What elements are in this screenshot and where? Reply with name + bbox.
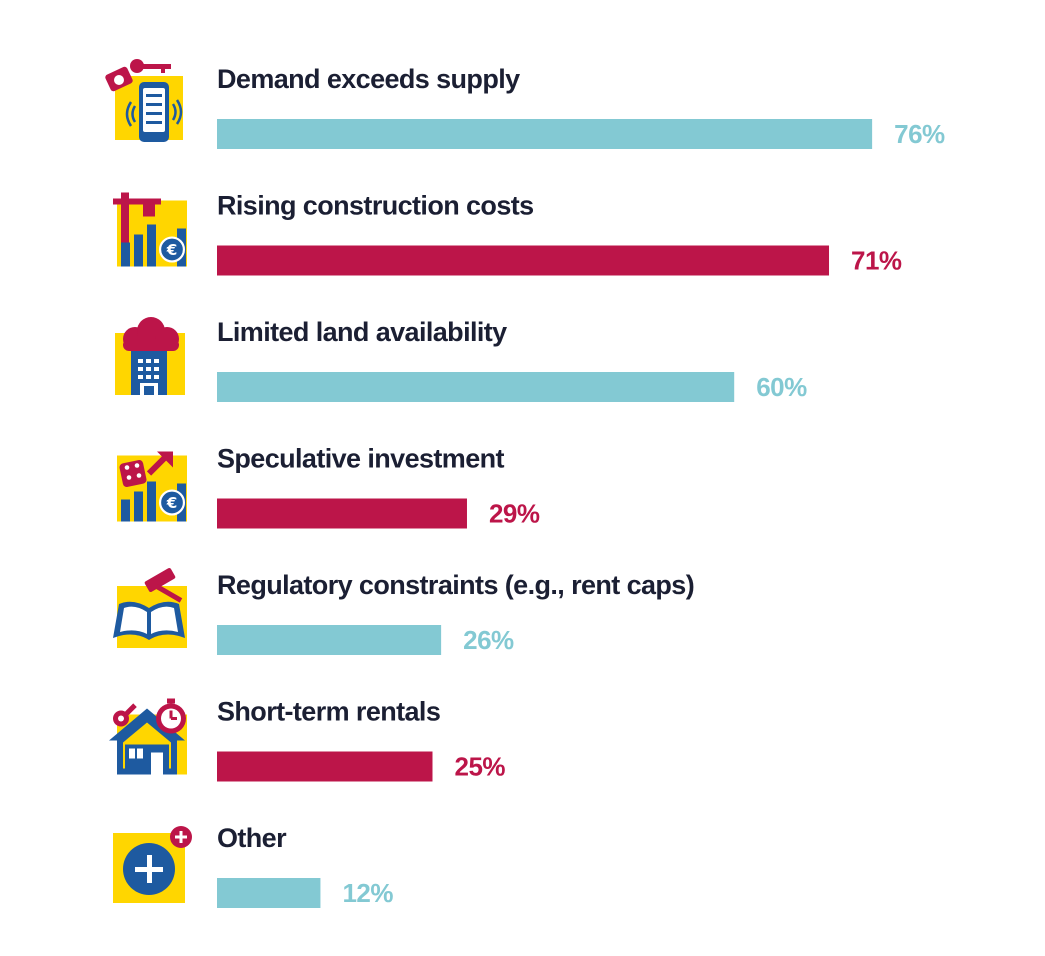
value-label: 71% <box>851 246 902 276</box>
bar-rising-construction-costs <box>217 245 830 276</box>
value-label: 60% <box>756 372 807 402</box>
bar-speculative-investment <box>217 498 467 529</box>
house-keys-stopwatch-icon <box>109 698 187 775</box>
category-label: Rising construction costs <box>217 191 534 221</box>
category-label: Regulatory constraints (e.g., rent caps) <box>217 570 694 600</box>
smartphone-keys-icon <box>105 59 183 142</box>
bar-limited-land-availability <box>217 372 735 402</box>
category-label: Limited land availability <box>217 317 507 347</box>
category-label: Other <box>217 823 287 853</box>
value-label: 26% <box>463 625 514 655</box>
value-label: 29% <box>489 499 540 529</box>
value-label: 25% <box>455 752 506 782</box>
bar-other <box>217 878 321 908</box>
value-label: 12% <box>342 878 393 908</box>
category-label: Short-term rentals <box>217 697 440 727</box>
bar-regulatory-constraints-e-g-rent-caps <box>217 625 442 655</box>
category-label: Speculative investment <box>217 444 505 474</box>
value-label: 76% <box>894 119 945 149</box>
bar-demand-exceeds-supply <box>217 119 873 149</box>
dice-investment-icon <box>117 451 187 522</box>
bar-short-term-rentals <box>217 751 433 782</box>
plus-circle-icon <box>113 826 192 903</box>
building-cloud-icon <box>115 317 185 395</box>
gavel-law-book-icon <box>113 568 187 648</box>
category-label: Demand exceeds supply <box>217 64 520 94</box>
construction-crane-costs-icon <box>113 192 187 267</box>
